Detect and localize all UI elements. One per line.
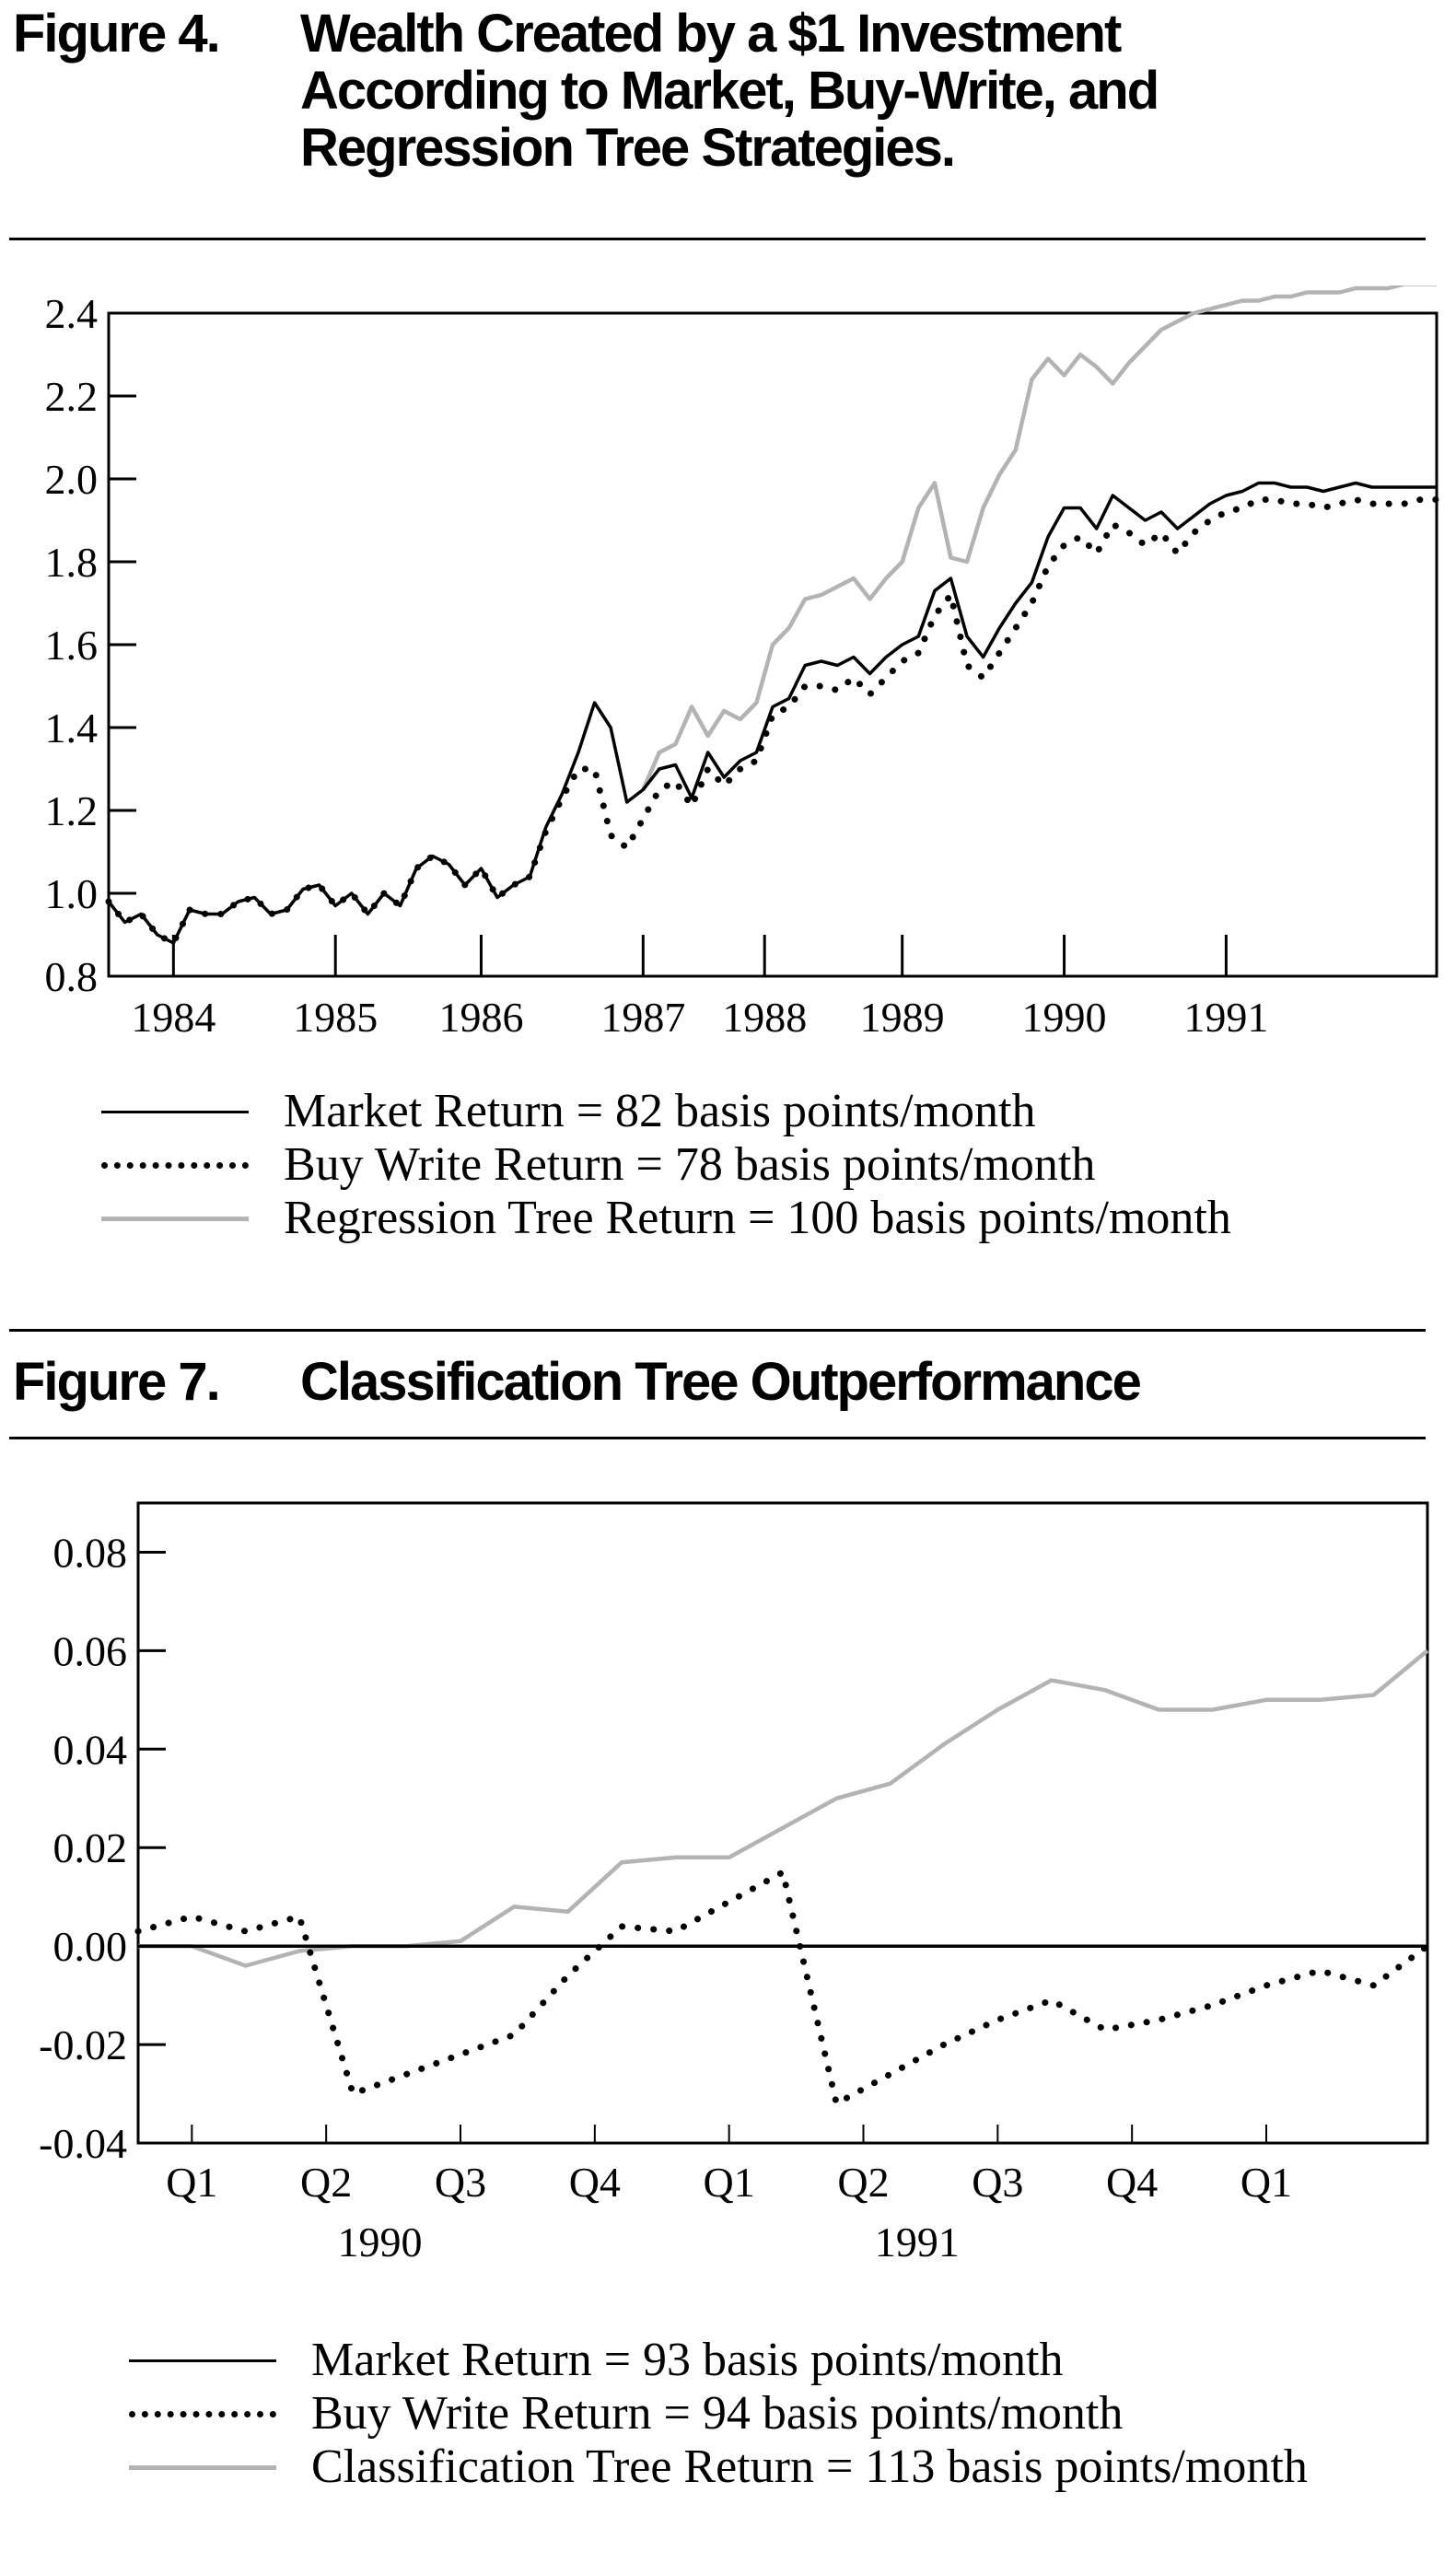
figure4-ytick-label: 2.2	[45, 373, 99, 420]
figure4-legend-item-buywrite: Buy Write Return = 78 basis points/month	[101, 1138, 1231, 1192]
figure7-xtick-label: Q2	[837, 2159, 889, 2206]
figure4-number: Figure 4.	[13, 4, 221, 64]
figure7-ytick-label: 0.02	[53, 1824, 128, 1871]
figure7-legend-buywrite-label: Buy Write Return = 94 basis points/month	[311, 2387, 1124, 2440]
figure7-xtick-label: Q1	[1241, 2159, 1292, 2206]
figure4-ytick-label: 1.6	[45, 622, 99, 669]
figure4-xtick-label: 1987	[600, 994, 685, 1041]
figure7-legend-item-classification: Classification Tree Return = 113 basis p…	[129, 2440, 1308, 2494]
gray-line-swatch-icon	[101, 1216, 249, 1221]
figure7-number: Figure 7.	[13, 1352, 221, 1412]
solid-line-swatch-icon	[129, 2359, 276, 2362]
figure4-legend: Market Return = 82 basis points/month Bu…	[101, 1085, 1231, 1245]
figure7-ytick-label: 0.08	[53, 1529, 128, 1576]
figure4-chart: 0.8 1.0 1.2 1.4 1.6 1.8 2.0 2.2 2.4 1984 1985 1986 1…	[45, 285, 1440, 1041]
figure4-ytick-label: 1.8	[45, 539, 99, 586]
figure7-top-rule	[9, 1329, 1426, 1332]
figure7-title-block: Figure 7. Classification Tree Outperforma…	[13, 1354, 1405, 1411]
figure7-legend: Market Return = 93 basis points/month Bu…	[129, 2334, 1308, 2494]
figure7-year-label: 1991	[875, 2219, 960, 2266]
figure4-xtick-label: 1985	[293, 994, 378, 1041]
figure7-rule	[9, 1437, 1426, 1439]
figure4-ytick-label: 0.8	[45, 953, 99, 1000]
figure7-plot-frame	[136, 1501, 1429, 2145]
figure4-xtick-label: 1984	[131, 994, 215, 1041]
figure7-ytick-label: 0.06	[53, 1627, 128, 1674]
figure7-series-dotted	[134, 1869, 1431, 2107]
figure7-ytick-label: 0.00	[53, 1923, 128, 1970]
figure7-xtick-label: Q4	[569, 2159, 621, 2206]
figure7-legend-item-market: Market Return = 93 basis points/month	[129, 2334, 1308, 2387]
figure7-legend-item-buywrite: Buy Write Return = 94 basis points/month	[129, 2387, 1308, 2440]
figure7-legend-market-label: Market Return = 93 basis points/month	[311, 2334, 1064, 2386]
figure4-xtick-label: 1989	[860, 994, 945, 1041]
dotted-line-swatch-icon	[129, 2410, 276, 2417]
figure7-ytick-label: -0.04	[39, 2120, 127, 2167]
figure7-legend-classification-label: Classification Tree Return = 113 basis p…	[311, 2440, 1308, 2493]
figure4-series-solid	[107, 481, 1437, 945]
figure7-chart: -0.04 -0.02 0.00 0.02 0.04 0.06 0.08 Q1 Q2 Q3 Q4 Q1…	[39, 1501, 1431, 2266]
dotted-line-swatch-icon	[101, 1161, 249, 1169]
figure4-ytick-label: 2.0	[45, 456, 99, 503]
figure4-legend-item-regression: Regression Tree Return = 100 basis point…	[101, 1192, 1231, 1245]
figure4-legend-buywrite-label: Buy Write Return = 78 basis points/month	[284, 1138, 1096, 1191]
figure7-ytick-label: 0.04	[53, 1726, 128, 1773]
figure4-xtick-label: 1986	[438, 994, 523, 1041]
figure7-title: Classification Tree Outperformance	[300, 1352, 1142, 1412]
figure7-xtick-label: Q3	[972, 2159, 1023, 2206]
figure7-xtick-label: Q2	[300, 2159, 352, 2206]
figure7-ytick-label: -0.02	[39, 2021, 127, 2068]
figure7-series-gray	[138, 1648, 1429, 1968]
figure4-title: Wealth Created by a $1 Investment Accord…	[300, 4, 1159, 178]
figure4-xtick-label: 1991	[1183, 994, 1268, 1041]
figure4-ytick-label: 1.2	[45, 787, 99, 834]
figure7-xtick-label: Q1	[704, 2159, 755, 2206]
gray-line-swatch-icon	[129, 2464, 276, 2470]
figure4-xtick-label: 1990	[1022, 994, 1107, 1041]
figure7-year-label: 1990	[338, 2219, 423, 2266]
figure4-legend-market-label: Market Return = 82 basis points/month	[284, 1085, 1036, 1137]
figure4-ytick-label: 1.4	[45, 705, 99, 751]
solid-line-swatch-icon	[101, 1110, 249, 1113]
figure7-xtick-label: Q1	[166, 2159, 217, 2206]
figure4-series-dotted	[105, 496, 1440, 947]
figure7-xtick-label: Q3	[435, 2159, 486, 2206]
figure4-ytick-label: 2.4	[45, 290, 99, 337]
figure4-legend-item-market: Market Return = 82 basis points/month	[101, 1085, 1231, 1138]
figure7-xtick-label: Q4	[1106, 2159, 1158, 2206]
figure4-rule	[9, 238, 1426, 240]
figure4-ytick-label: 1.0	[45, 870, 99, 917]
figure4-title-block: Figure 4. Wealth Created by a $1 Investme…	[13, 6, 1313, 177]
figure4-legend-regression-label: Regression Tree Return = 100 basis point…	[284, 1192, 1231, 1244]
figure4-series-gray	[641, 285, 1437, 791]
figure4-xtick-label: 1988	[722, 994, 807, 1041]
